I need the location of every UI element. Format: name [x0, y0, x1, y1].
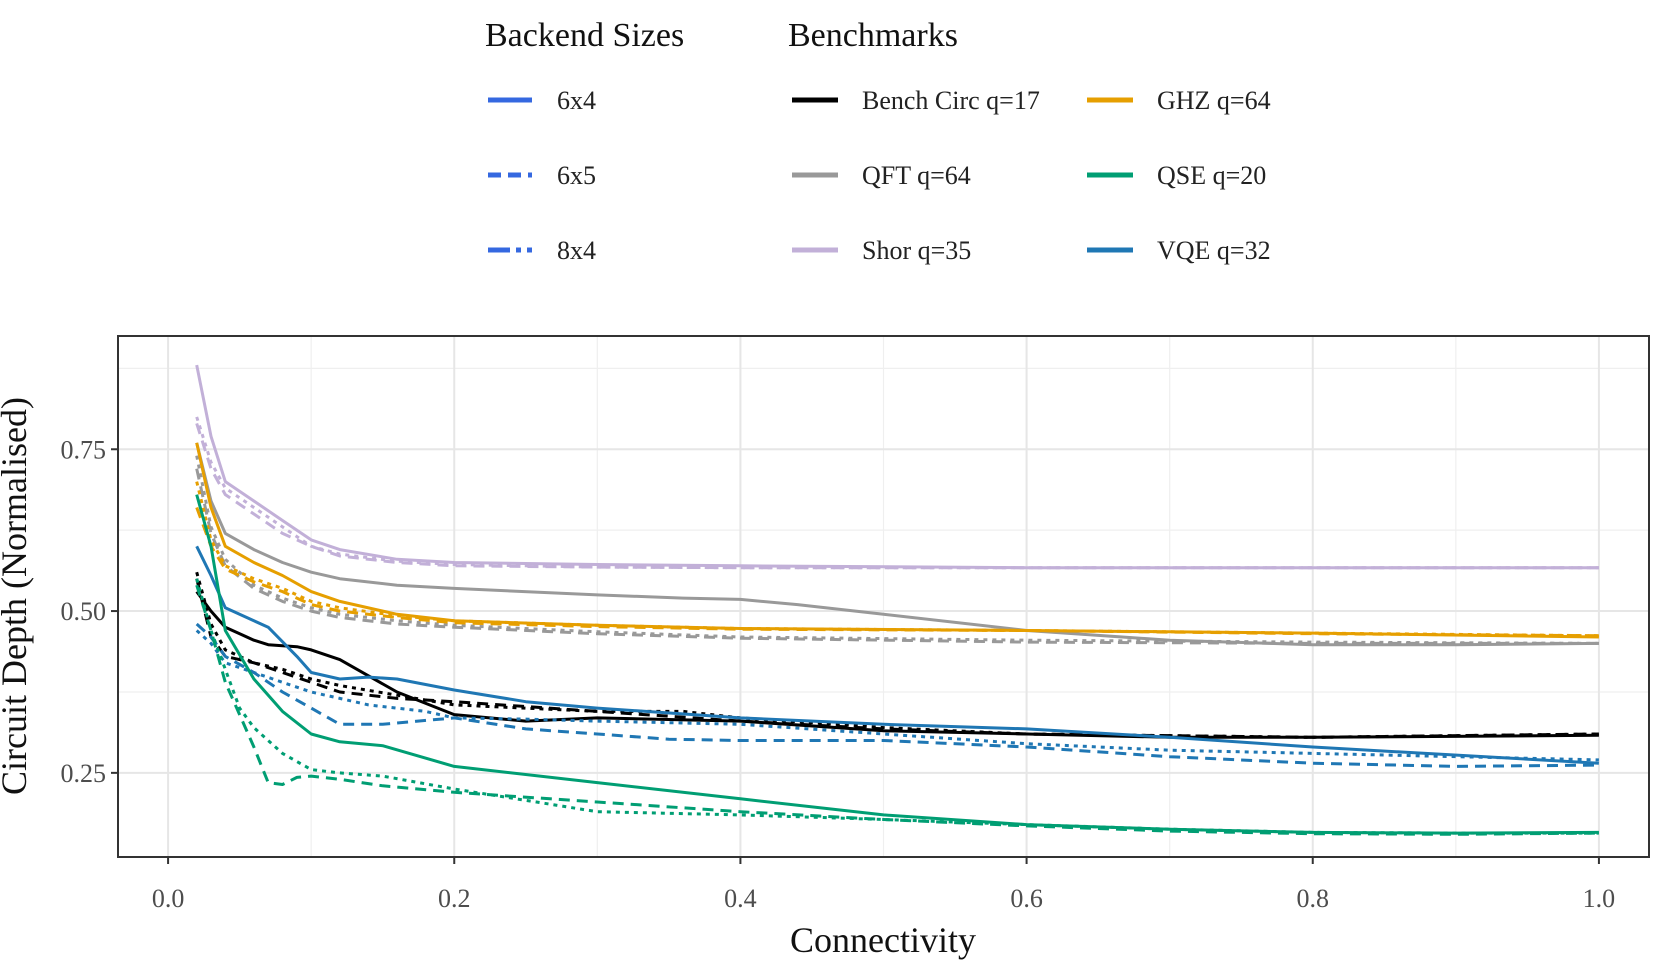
x-axis: 0.0 0.2 0.4 0.6 0.8 1.0	[152, 857, 1615, 913]
series-line-ghz-q-64-6x5	[195, 506, 1599, 638]
x-tick-label: 1.0	[1583, 884, 1616, 913]
series-line-qft-q-64-6x4	[195, 442, 1599, 647]
legend-title-benchmark: Benchmarks	[788, 17, 958, 54]
y-tick-label: 0.75	[61, 435, 107, 464]
x-tick-label: 0.8	[1297, 884, 1330, 913]
legend-label-shor: Shor q=35	[862, 236, 971, 265]
legend-ghz: GHZ q=64	[1087, 86, 1271, 115]
legend-backend-6x4: 6x4	[488, 86, 596, 115]
series-line-qse-q-20-6x4	[195, 494, 1599, 835]
series-line-vqe-q-32-8x4	[195, 629, 1599, 762]
x-tick-label: 0.2	[438, 884, 471, 913]
series-line-shor-q-35-8x4	[195, 416, 1599, 570]
series-layer	[195, 364, 1599, 836]
y-tick-label: 0.25	[61, 759, 107, 788]
series-line-qft-q-64-6x5	[195, 468, 1599, 645]
legend-label-6x4: 6x4	[557, 86, 596, 115]
legend-label-qse: QSE q=20	[1157, 161, 1266, 190]
legend-title-backend: Backend Sizes	[485, 17, 684, 54]
legend-label-bench-circ: Bench Circ q=17	[862, 86, 1040, 115]
legend-backend-6x5: 6x5	[488, 161, 596, 190]
plot-border	[117, 335, 1650, 858]
legend-qft: QFT q=64	[792, 161, 971, 190]
legend-qse: QSE q=20	[1087, 161, 1266, 190]
y-tick-label: 0.50	[61, 597, 107, 626]
series-line-vqe-q-32-6x4	[195, 545, 1599, 765]
legend-label-ghz: GHZ q=64	[1157, 86, 1271, 115]
legend-label-vqe: VQE q=32	[1157, 236, 1271, 265]
legend-label-6x5: 6x5	[557, 161, 596, 190]
series-line-bench-circ-q-17-6x5	[195, 578, 1599, 739]
y-axis-label: Circuit Depth (Normalised)	[0, 397, 34, 795]
legend-vqe: VQE q=32	[1087, 236, 1271, 265]
x-tick-label: 0.4	[724, 884, 757, 913]
legend-label-8x4: 8x4	[557, 236, 596, 265]
legend-label-qft: QFT q=64	[862, 161, 971, 190]
series-line-shor-q-35-6x5	[195, 422, 1599, 570]
legend-shor: Shor q=35	[792, 236, 971, 265]
legend-backend-8x4: 8x4	[488, 236, 596, 265]
legend: Backend Sizes Benchmarks 6x4 6x5 8x4 Ben…	[485, 17, 1271, 265]
plot-area	[117, 335, 1650, 858]
x-tick-label: 0.0	[152, 884, 185, 913]
x-axis-label: Connectivity	[790, 920, 976, 960]
legend-bench-circ: Bench Circ q=17	[792, 86, 1040, 115]
x-tick-label: 0.6	[1010, 884, 1043, 913]
series-line-qse-q-20-8x4	[195, 578, 1599, 835]
y-axis: 0.25 0.50 0.75	[61, 435, 118, 788]
